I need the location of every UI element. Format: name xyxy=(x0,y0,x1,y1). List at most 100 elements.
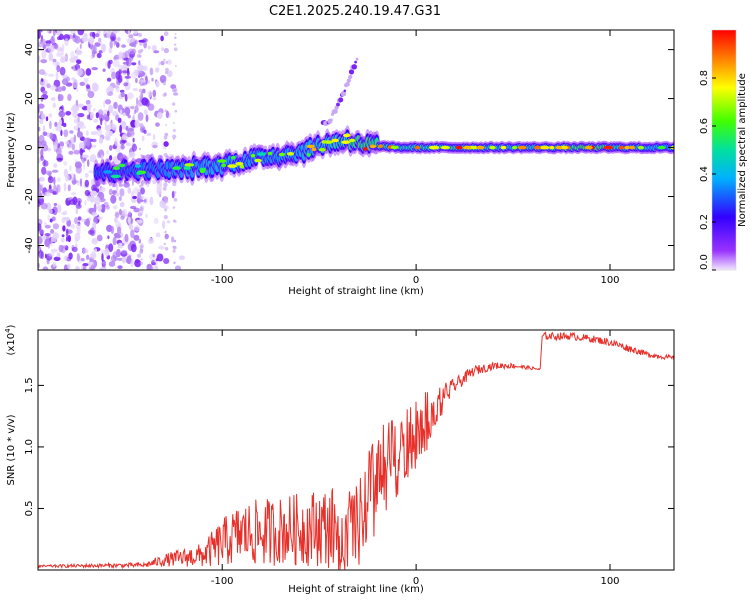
spectral-speckle xyxy=(80,258,85,262)
spectral-speckle xyxy=(52,206,58,216)
spectral-speckle xyxy=(86,194,91,202)
spectral-speckle xyxy=(53,256,61,261)
spectral-speckle xyxy=(91,211,98,217)
ridge-peak xyxy=(321,140,327,144)
spectral-speckle xyxy=(100,186,106,192)
spectral-speckle xyxy=(138,60,141,66)
spectral-speckle xyxy=(46,132,50,137)
spectral-speckle xyxy=(163,47,169,54)
spectral-speckle xyxy=(51,169,59,173)
spectral-speckle xyxy=(83,78,89,83)
spectral-speckle xyxy=(132,112,136,122)
spectral-speckle xyxy=(60,55,68,61)
spectral-speckle xyxy=(133,30,138,35)
spectral-speckle xyxy=(93,108,96,112)
ridge-peak xyxy=(311,147,317,152)
ridge-peak xyxy=(267,151,273,156)
ridge-peak xyxy=(549,145,555,150)
ridge-peak xyxy=(199,169,205,174)
spectral-speckle xyxy=(90,190,98,197)
spectral-speckle xyxy=(98,191,102,196)
spectral-speckle xyxy=(147,45,151,50)
spectral-speckle xyxy=(42,160,49,167)
spectral-speckle xyxy=(41,113,46,120)
spectral-speckle xyxy=(49,84,57,91)
spectral-speckle xyxy=(115,71,121,80)
spectral-speckle xyxy=(119,139,126,145)
spectral-speckle xyxy=(139,123,144,128)
spectral-speckle xyxy=(152,144,158,149)
spectral-speckle xyxy=(76,227,81,236)
spectral-speckle xyxy=(85,218,90,227)
spectral-speckle xyxy=(71,246,78,253)
spectrogram-frame xyxy=(37,29,675,271)
spectral-speckle xyxy=(76,59,82,64)
spectral-speckle xyxy=(71,77,76,81)
spectral-speckle xyxy=(119,208,122,216)
spectral-speckle xyxy=(40,78,44,82)
spectral-speckle xyxy=(165,133,168,136)
snr-xtick-label: -100 xyxy=(211,576,234,587)
spectral-speckle xyxy=(65,111,72,116)
ridge-peak xyxy=(103,170,113,174)
spectral-speckle xyxy=(98,137,104,144)
spectral-speckle xyxy=(48,208,53,215)
spectral-speckle xyxy=(160,60,165,66)
spectral-speckle xyxy=(163,182,168,187)
branch-mark xyxy=(334,105,339,110)
spectral-speckle xyxy=(165,67,169,72)
spectral-speckle xyxy=(44,224,51,229)
ridge-peak xyxy=(657,145,666,150)
spectral-speckle xyxy=(111,32,114,36)
spectral-speckle xyxy=(63,168,68,178)
spectral-speckle xyxy=(111,71,117,80)
spectral-speckle xyxy=(85,99,91,105)
spectral-speckle xyxy=(158,61,161,66)
branch-mark xyxy=(346,78,351,83)
spectral-speckle xyxy=(153,50,160,54)
spectral-speckle xyxy=(52,102,56,109)
spectral-speckle xyxy=(102,68,106,72)
spectral-speckle xyxy=(108,47,112,54)
spectral-speckle xyxy=(163,135,168,140)
spectral-speckle xyxy=(105,135,111,141)
spectral-speckle xyxy=(38,229,45,235)
spectral-speckle xyxy=(114,256,118,261)
spectral-speckle xyxy=(136,65,142,70)
ridge-peak xyxy=(414,145,420,150)
spectral-speckle xyxy=(108,188,113,196)
spectral-speckle xyxy=(53,43,59,50)
spectral-speckle xyxy=(140,187,146,195)
spectral-speckle xyxy=(119,89,125,93)
spectral-speckle xyxy=(45,116,49,122)
spectral-speckle xyxy=(173,245,176,249)
spectral-speckle xyxy=(82,154,89,159)
spectral-speckle xyxy=(141,97,149,106)
spectral-speckle xyxy=(81,34,88,43)
spectral-speckle xyxy=(174,33,177,35)
snr-panel: -100 0 100 0.5 1.0 1.5 Height of straight lin… xyxy=(4,324,675,595)
spectral-speckle xyxy=(118,183,124,187)
colorbar-axes: 0.0 0.2 0.4 0.6 0.8 xyxy=(699,29,737,271)
spectral-speckle xyxy=(143,40,148,49)
spectral-speckle xyxy=(38,55,41,63)
spectral-speckle xyxy=(152,89,157,98)
spectral-speckle xyxy=(165,110,169,119)
snr-axes: -100 0 100 0.5 1.0 1.5 xyxy=(24,330,674,587)
spectral-speckle xyxy=(77,121,85,127)
spectral-speckle xyxy=(74,217,78,224)
branch-mark xyxy=(348,74,353,80)
ridge-peak xyxy=(286,152,294,156)
spectral-speckle xyxy=(44,233,51,237)
spectral-speckle xyxy=(44,191,51,197)
spectral-speckle xyxy=(156,182,162,190)
spectrogram-xtick-label: 100 xyxy=(600,275,619,286)
ridge-peak xyxy=(134,164,142,168)
spectral-speckle xyxy=(91,184,97,192)
spectral-speckle xyxy=(155,122,160,127)
spectral-speckle xyxy=(38,201,41,207)
spectral-speckle xyxy=(53,203,58,206)
spectral-speckle xyxy=(152,133,156,141)
spectral-speckle xyxy=(101,253,104,262)
spectral-speckle xyxy=(165,237,167,240)
